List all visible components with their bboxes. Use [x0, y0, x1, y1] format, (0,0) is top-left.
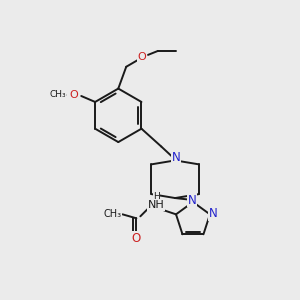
Text: O: O: [138, 52, 146, 62]
Text: N: N: [208, 207, 217, 220]
Text: O: O: [69, 90, 78, 100]
Text: NH: NH: [148, 200, 165, 210]
Text: CH₃: CH₃: [103, 209, 122, 219]
Text: N: N: [188, 194, 196, 206]
Text: O: O: [132, 232, 141, 244]
Text: N: N: [172, 151, 181, 164]
Text: CH₃: CH₃: [49, 89, 66, 98]
Text: H: H: [153, 192, 160, 201]
